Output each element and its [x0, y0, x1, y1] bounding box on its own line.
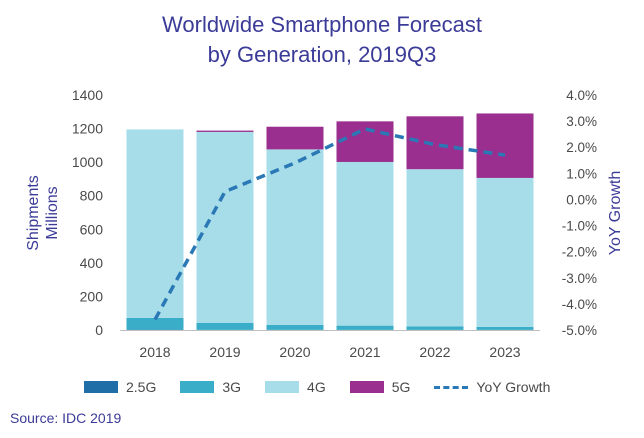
legend-label: YoY Growth	[476, 379, 551, 395]
x-tick-label: 2019	[209, 344, 240, 360]
bar-4g-2023	[476, 177, 534, 327]
y2-tick-label: 3.0%	[566, 114, 597, 129]
bar-3g-2018	[126, 317, 184, 330]
legend-label: 4G	[307, 379, 326, 395]
y2-tick-label: 1.0%	[566, 166, 597, 181]
legend-label: 3G	[222, 379, 242, 395]
y2-tick-label: 2.0%	[566, 140, 597, 155]
x-tick-label: 2023	[489, 344, 520, 360]
legend-item-4g: 4G	[265, 379, 326, 395]
bar-3g-2021	[336, 325, 394, 330]
y-axis-label-line-2: Millions	[44, 186, 61, 239]
chart-legend: 2.5G 3G 4G 5G YoY Growth	[84, 376, 574, 398]
y2-tick-label: -5.0%	[562, 323, 597, 338]
legend-swatch	[265, 381, 300, 393]
y2-tick-label: 0.0%	[566, 192, 597, 207]
x-tick-label: 2020	[279, 344, 310, 360]
y-tick-label: 0	[95, 322, 103, 338]
yoy-growth-line	[153, 127, 506, 321]
legend-swatch	[84, 381, 118, 393]
chart-title-line-2: by Generation, 2019Q3	[207, 42, 437, 67]
bar-4g-2022	[406, 169, 464, 327]
legend-swatch	[349, 381, 384, 393]
bar-4g-2020	[266, 149, 324, 325]
legend-swatch	[180, 381, 215, 393]
bar-4g-2019	[196, 131, 254, 323]
bar-5g-2022	[406, 116, 464, 170]
legend-dash-swatch	[434, 385, 469, 389]
x-tick-label: 2022	[419, 344, 450, 360]
chart-title: Worldwide Smartphone Forecast by Generat…	[0, 10, 644, 70]
legend-item-2-5g: 2.5G	[84, 379, 156, 395]
y-tick-label: 800	[80, 188, 104, 204]
bar-4g-2021	[336, 161, 394, 326]
bar-4g-2018	[126, 129, 184, 318]
bar-5g-2021	[336, 121, 394, 162]
legend-item-yoy-growth: YoY Growth	[434, 379, 550, 395]
bar-3g-2019	[196, 322, 254, 330]
bar-5g-2020	[266, 126, 324, 150]
source-note: Source: IDC 2019	[10, 410, 122, 426]
y-tick-label: 1200	[72, 121, 103, 137]
x-tick-label: 2021	[349, 344, 380, 360]
y-axis-label-line-1: Shipments	[25, 175, 42, 251]
y2-tick-label: -1.0%	[562, 219, 597, 234]
y-tick-label: 400	[80, 255, 104, 271]
bar-3g-2023	[476, 326, 534, 330]
y2-tick-label: 4.0%	[566, 88, 597, 103]
bar-3g-2022	[406, 326, 464, 330]
y-tick-label: 600	[80, 221, 104, 237]
chart-title-line-1: Worldwide Smartphone Forecast	[162, 12, 482, 37]
y2-tick-label: -2.0%	[562, 245, 597, 260]
bar-5g-2023	[476, 113, 534, 178]
x-tick-label: 2018	[139, 344, 170, 360]
legend-label: 2.5G	[126, 379, 157, 395]
y-tick-label: 1400	[72, 87, 103, 103]
bar-3g-2020	[266, 324, 324, 330]
y-tick-label: 1000	[72, 154, 103, 170]
y2-tick-label: -3.0%	[562, 271, 597, 286]
legend-item-5g: 5G	[349, 379, 411, 395]
y2-axis-label: YoY Growth	[607, 171, 624, 256]
y2-tick-label: -4.0%	[562, 297, 597, 312]
legend-label: 5G	[391, 379, 411, 395]
bar-5g-2019	[196, 130, 254, 132]
y-tick-label: 200	[80, 288, 104, 304]
chart-plot: 0 200 400 600 800 1000 1200 1400 -5.0% -4.0% -3.0%…	[25, 87, 624, 360]
legend-item-3g: 3G	[180, 379, 241, 395]
